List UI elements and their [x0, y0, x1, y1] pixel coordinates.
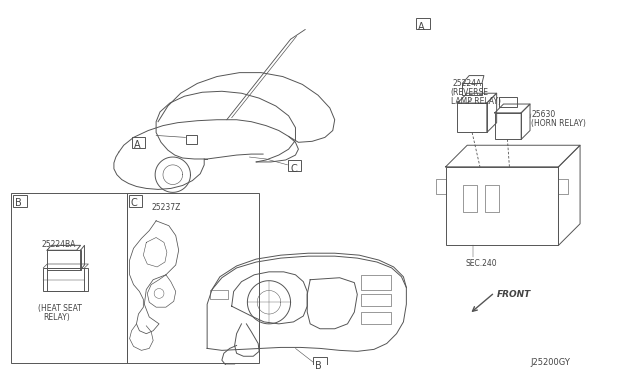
- Text: SEC.240: SEC.240: [465, 259, 497, 268]
- Bar: [361, 294, 390, 306]
- Text: B: B: [315, 361, 322, 371]
- Bar: [129, 195, 142, 207]
- Bar: [462, 83, 482, 95]
- Text: (HEAT SEAT: (HEAT SEAT: [38, 304, 82, 313]
- Text: C: C: [131, 198, 138, 208]
- Text: C: C: [291, 164, 298, 174]
- Bar: [313, 357, 327, 368]
- Bar: [44, 268, 84, 292]
- Bar: [495, 113, 521, 140]
- Bar: [13, 195, 27, 207]
- Bar: [416, 17, 430, 29]
- Text: (REVERSE: (REVERSE: [451, 88, 488, 97]
- Bar: [499, 97, 517, 107]
- Text: 25224A: 25224A: [452, 78, 482, 87]
- Bar: [458, 103, 487, 132]
- Bar: [186, 135, 197, 144]
- Text: 25237Z: 25237Z: [151, 203, 180, 212]
- Text: B: B: [15, 198, 22, 208]
- Bar: [436, 179, 445, 194]
- Text: RELAY): RELAY): [44, 313, 70, 322]
- Text: 25630: 25630: [531, 110, 556, 119]
- Text: LAMP RELAY): LAMP RELAY): [451, 97, 500, 106]
- Bar: [463, 185, 477, 212]
- Text: FRONT: FRONT: [497, 289, 531, 298]
- Bar: [287, 160, 301, 171]
- Text: 25224BA: 25224BA: [42, 240, 76, 250]
- Bar: [47, 268, 88, 292]
- Bar: [361, 275, 390, 289]
- Text: J25200GY: J25200GY: [531, 358, 570, 367]
- Bar: [132, 137, 145, 148]
- Bar: [11, 193, 127, 363]
- Bar: [361, 312, 390, 324]
- Text: A: A: [418, 22, 425, 32]
- Bar: [559, 179, 568, 194]
- Text: A: A: [134, 140, 140, 150]
- Bar: [445, 167, 559, 246]
- Bar: [210, 289, 228, 299]
- Bar: [485, 185, 499, 212]
- Bar: [47, 250, 81, 270]
- Bar: [127, 193, 259, 363]
- Text: (HORN RELAY): (HORN RELAY): [531, 119, 586, 128]
